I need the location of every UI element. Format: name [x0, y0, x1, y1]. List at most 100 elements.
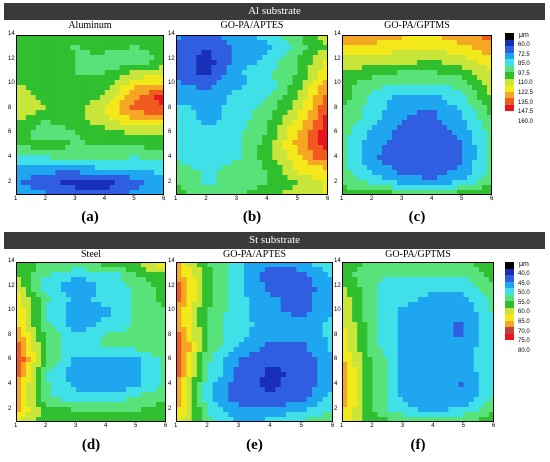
y-tick-label: 14	[168, 258, 175, 264]
heatmap-cell	[432, 95, 438, 101]
heatmap-plot	[176, 35, 328, 195]
heatmap-cell	[40, 50, 47, 56]
heatmap-cell	[41, 297, 47, 303]
heatmap-cell	[226, 125, 233, 131]
heatmap-cell	[16, 115, 22, 121]
heatmap-cell	[196, 80, 202, 86]
heatmap-cell	[467, 115, 473, 121]
heatmap-cell	[66, 397, 72, 403]
heatmap-cell	[231, 85, 238, 91]
heatmap-cell	[46, 277, 52, 283]
heatmap-cell	[352, 65, 358, 71]
heatmap-cell	[291, 417, 297, 422]
heatmap-cell	[280, 282, 287, 288]
heatmap-cell	[262, 80, 268, 86]
heatmap-cell	[51, 412, 57, 418]
heatmap-cell	[70, 180, 76, 186]
heatmap-cell	[228, 267, 235, 273]
heatmap-cell	[159, 165, 164, 171]
heatmap-cell	[206, 130, 213, 136]
heatmap-cell	[181, 337, 188, 343]
heatmap-cell	[90, 110, 96, 116]
heatmap-cell	[223, 407, 229, 413]
heatmap-cell	[277, 170, 283, 176]
heatmap-cell	[90, 160, 96, 166]
heatmap-cell	[347, 85, 353, 91]
heatmap-cell	[191, 70, 197, 76]
heatmap-cell	[442, 180, 448, 186]
heatmap-cell	[447, 70, 453, 76]
heatmap-cell	[202, 322, 208, 328]
heatmap-cell	[30, 60, 37, 66]
heatmap-cell	[202, 407, 208, 413]
heatmap-cell	[131, 337, 137, 343]
heatmap-cell	[306, 292, 313, 298]
heatmap-cell	[402, 95, 408, 101]
heatmap-cell	[109, 40, 116, 46]
heatmap-cell	[292, 160, 299, 166]
heatmap-cell	[301, 402, 308, 408]
heatmap-cell	[45, 150, 52, 156]
heatmap-cell	[144, 190, 150, 195]
heatmap-cell	[233, 367, 240, 373]
heatmap-cell	[20, 80, 27, 86]
heatmap-cell	[221, 165, 228, 171]
heatmap-cell	[61, 307, 67, 313]
heatmap-cell	[116, 322, 122, 328]
heatmap-cell	[312, 165, 319, 171]
heatmap-cell	[262, 170, 268, 176]
heatmap-cell	[392, 90, 398, 96]
heatmap-cell	[233, 377, 240, 383]
heatmap-cell	[126, 312, 132, 318]
heatmap-cell	[272, 135, 278, 141]
heatmap-cell	[292, 155, 299, 161]
heatmap-cell	[249, 297, 256, 303]
heatmap-cell	[257, 135, 263, 141]
heatmap-cell	[241, 40, 248, 46]
heatmap-cell	[65, 140, 71, 146]
heatmap-cell	[144, 130, 150, 136]
heatmap-cell	[418, 267, 424, 273]
heatmap-cell	[377, 45, 383, 51]
heatmap-cell	[181, 80, 187, 86]
heatmap-cell	[275, 392, 282, 398]
heatmap-cell	[246, 190, 253, 195]
heatmap-cell	[206, 150, 213, 156]
heatmap-cell	[104, 115, 111, 121]
heatmap-cell	[280, 407, 287, 413]
heatmap-cell	[362, 85, 368, 91]
heatmap-cell	[236, 145, 243, 151]
heatmap-cell	[41, 272, 47, 278]
heatmap-cell	[387, 105, 393, 111]
heatmap-cell	[246, 100, 253, 106]
heatmap-cell	[104, 50, 111, 56]
heatmap-cell	[156, 407, 162, 413]
heatmap-cell	[402, 277, 409, 283]
heatmap-cell	[397, 135, 403, 141]
heatmap-cell	[201, 165, 207, 171]
heatmap-cell	[472, 45, 478, 51]
heatmap-cell	[262, 190, 268, 195]
heatmap-cell	[412, 135, 418, 141]
heatmap-cell	[161, 317, 166, 323]
heatmap-cell	[280, 342, 287, 348]
heatmap-cell	[312, 382, 318, 388]
heatmap-cell	[452, 75, 458, 81]
heatmap-cell	[221, 145, 228, 151]
heatmap-cell	[362, 125, 368, 131]
heatmap-cell	[116, 327, 122, 333]
heatmap-cell	[71, 407, 77, 413]
heatmap-cell	[207, 372, 214, 378]
heatmap-cell	[238, 297, 245, 303]
heatmap-cell	[297, 80, 304, 86]
heatmap-cell	[30, 80, 37, 86]
heatmap-cell	[139, 75, 145, 81]
heatmap-cell	[457, 125, 463, 131]
heatmap-cell	[483, 267, 490, 273]
heatmap-plot	[16, 35, 164, 195]
heatmap-cell	[129, 70, 135, 76]
heatmap-cell	[212, 277, 219, 283]
heatmap-cell	[442, 130, 448, 136]
heatmap-cell	[181, 327, 188, 333]
heatmap-cell	[270, 322, 277, 328]
